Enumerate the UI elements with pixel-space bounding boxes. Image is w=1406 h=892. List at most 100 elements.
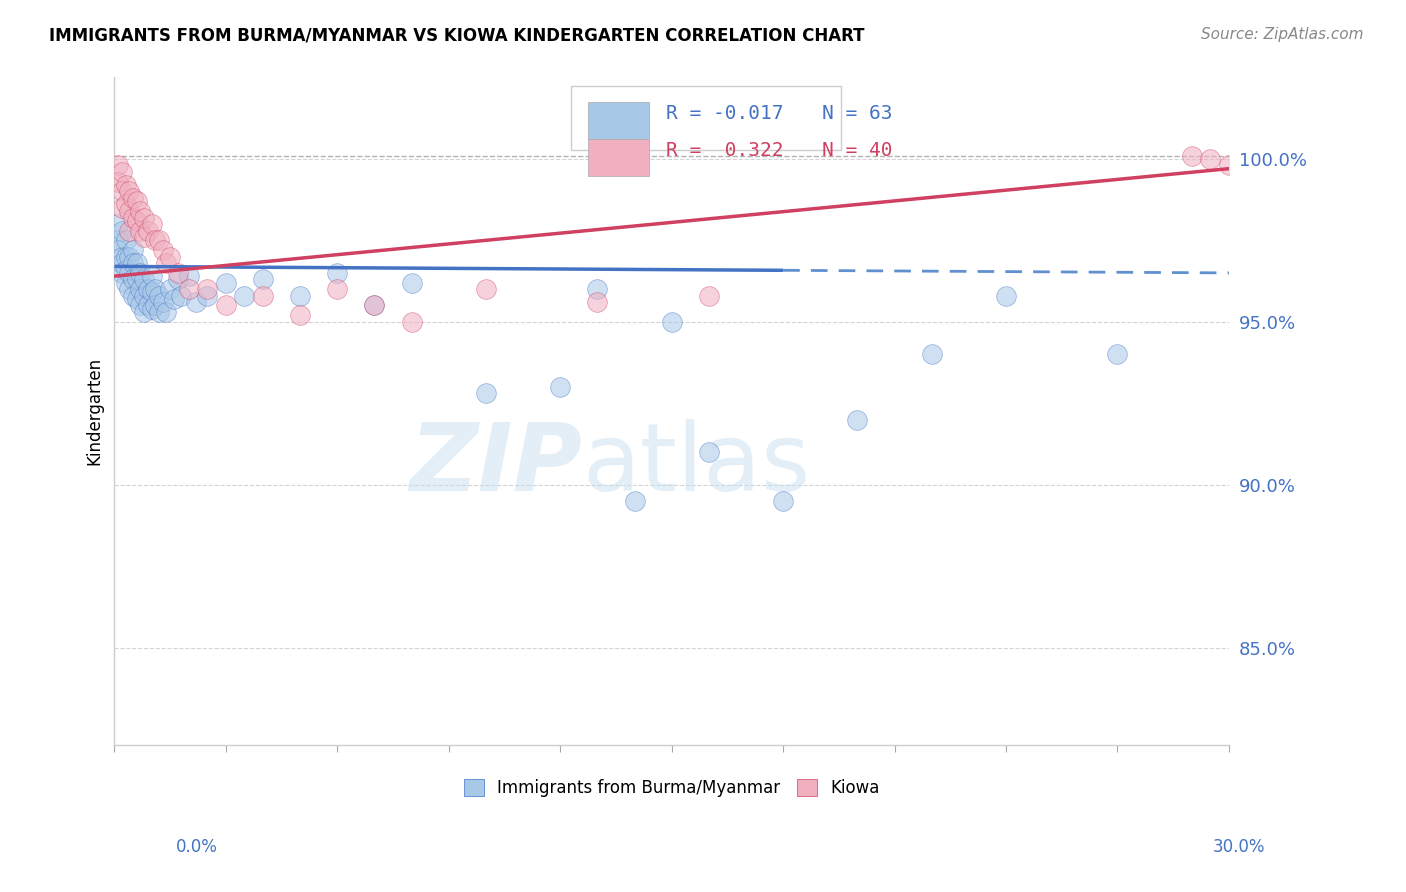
Point (186, 295, 208, 310)
Point (122, 191, 145, 205)
Point (125, 272, 148, 286)
Point (195, 282, 218, 296)
Point (114, 233, 136, 247)
Point (623, 494, 645, 508)
Point (136, 223, 159, 237)
Text: N = 63: N = 63 (823, 104, 893, 123)
Point (921, 347, 943, 361)
Point (125, 214, 148, 228)
Point (141, 269, 163, 284)
Point (134, 289, 156, 303)
Point (114, 250, 136, 264)
Point (129, 266, 152, 280)
Point (252, 272, 274, 286)
Point (170, 289, 193, 303)
Point (697, 289, 720, 303)
Point (1181, 148, 1204, 162)
Text: N = 40: N = 40 (823, 141, 893, 160)
Point (215, 298, 238, 312)
Point (195, 289, 218, 303)
Point (122, 211, 145, 225)
Point (129, 204, 152, 219)
Point (122, 272, 145, 286)
Point (1107, 347, 1129, 361)
Point (1218, 158, 1240, 172)
FancyBboxPatch shape (588, 103, 650, 139)
Point (125, 194, 148, 209)
Point (159, 250, 181, 264)
Point (586, 282, 609, 296)
Point (846, 412, 869, 426)
FancyBboxPatch shape (588, 139, 650, 176)
Text: Source: ZipAtlas.com: Source: ZipAtlas.com (1201, 27, 1364, 42)
Point (118, 282, 141, 296)
Point (134, 230, 156, 244)
Point (586, 295, 609, 310)
Text: R = -0.017: R = -0.017 (666, 104, 783, 123)
Point (129, 298, 152, 312)
Point (401, 315, 423, 329)
Text: ZIP: ZIP (409, 418, 582, 511)
Point (288, 289, 311, 303)
Point (252, 289, 274, 303)
Point (107, 243, 129, 257)
Point (326, 266, 349, 280)
Point (152, 243, 174, 257)
Point (401, 276, 423, 290)
Point (107, 233, 129, 247)
Point (159, 282, 181, 296)
Point (143, 233, 166, 247)
Point (125, 256, 148, 270)
Point (148, 305, 170, 319)
Point (118, 250, 141, 264)
Point (122, 289, 145, 303)
Point (111, 223, 134, 237)
Point (114, 178, 136, 192)
Point (363, 298, 385, 312)
Point (122, 256, 145, 270)
Point (177, 282, 200, 296)
Point (326, 282, 349, 296)
Point (122, 243, 145, 257)
Point (114, 276, 136, 290)
Point (107, 175, 129, 189)
Point (177, 269, 200, 284)
Point (107, 217, 129, 231)
Point (118, 204, 141, 219)
Text: IMMIGRANTS FROM BURMA/MYANMAR VS KIOWA KINDERGARTEN CORRELATION CHART: IMMIGRANTS FROM BURMA/MYANMAR VS KIOWA K… (49, 27, 865, 45)
Point (111, 250, 134, 264)
Text: 0.0%: 0.0% (176, 838, 218, 856)
Legend: Immigrants from Burma/Myanmar, Kiowa: Immigrants from Burma/Myanmar, Kiowa (457, 772, 886, 804)
Point (125, 292, 148, 306)
Point (136, 298, 159, 312)
Point (475, 386, 498, 401)
Point (475, 282, 498, 296)
Y-axis label: Kindergarten: Kindergarten (86, 358, 103, 466)
Point (163, 292, 186, 306)
Point (143, 282, 166, 296)
Point (152, 295, 174, 310)
Point (111, 266, 134, 280)
Point (363, 298, 385, 312)
Point (114, 197, 136, 211)
Point (111, 256, 134, 270)
Point (141, 285, 163, 300)
Point (215, 276, 238, 290)
Point (129, 282, 152, 296)
Point (548, 380, 571, 394)
Point (118, 185, 141, 199)
Point (111, 165, 134, 179)
Text: R =  0.322: R = 0.322 (666, 141, 783, 160)
Point (118, 223, 141, 237)
Point (136, 282, 159, 296)
Point (134, 211, 156, 225)
Point (772, 494, 794, 508)
Point (166, 266, 188, 280)
Point (129, 223, 152, 237)
Point (141, 301, 163, 316)
Point (134, 272, 156, 286)
Point (141, 217, 163, 231)
Point (166, 272, 188, 286)
Point (148, 289, 170, 303)
Point (155, 256, 177, 270)
